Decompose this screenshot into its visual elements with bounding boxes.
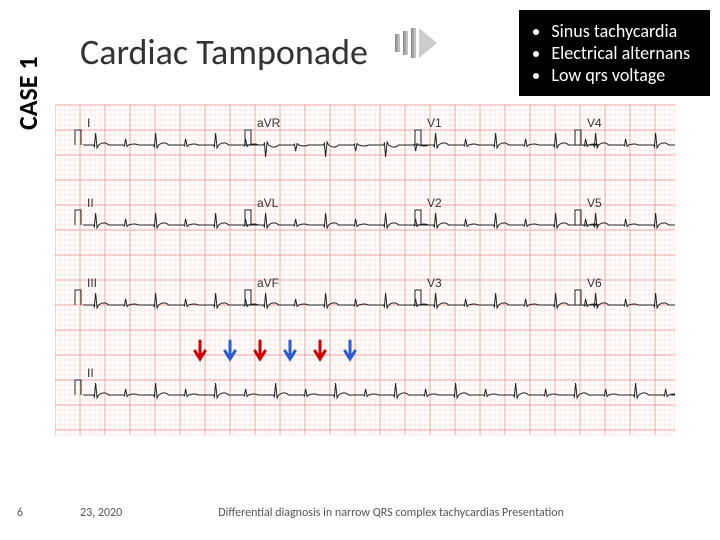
svg-text:aVF: aVF xyxy=(257,276,279,290)
svg-text:V3: V3 xyxy=(427,276,442,290)
date: 23, 2020 xyxy=(80,506,122,520)
svg-text:III: III xyxy=(87,276,97,290)
svg-text:V2: V2 xyxy=(427,196,442,210)
findings-box: Sinus tachycardia Electrical alternans L… xyxy=(519,10,710,96)
bullet-item: Sinus tachycardia xyxy=(551,20,690,42)
svg-text:aVR: aVR xyxy=(257,116,281,130)
footer-text: Differential diagnosis in narrow QRS com… xyxy=(122,506,720,520)
case-label: CASE 1 xyxy=(12,56,44,130)
svg-text:V6: V6 xyxy=(587,276,602,290)
page-number: 6 xyxy=(0,506,40,520)
bullet-item: Low qrs voltage xyxy=(551,64,690,86)
svg-text:I: I xyxy=(87,116,90,130)
ecg-strip: IaVR V1 V4 II aVL V2 V5 III aVF V3 V6 II xyxy=(55,85,675,455)
svg-text:aVL: aVL xyxy=(257,196,279,210)
arrow-graphic xyxy=(395,28,437,58)
svg-text:V1: V1 xyxy=(427,116,442,130)
svg-text:II: II xyxy=(87,366,94,380)
svg-text:V4: V4 xyxy=(587,116,602,130)
svg-text:II: II xyxy=(87,196,94,210)
footer: 6 23, 2020 Differential diagnosis in nar… xyxy=(0,506,720,520)
svg-text:V5: V5 xyxy=(587,196,602,210)
bullet-item: Electrical alternans xyxy=(551,42,690,64)
slide-title: Cardiac Tamponade xyxy=(80,30,368,74)
